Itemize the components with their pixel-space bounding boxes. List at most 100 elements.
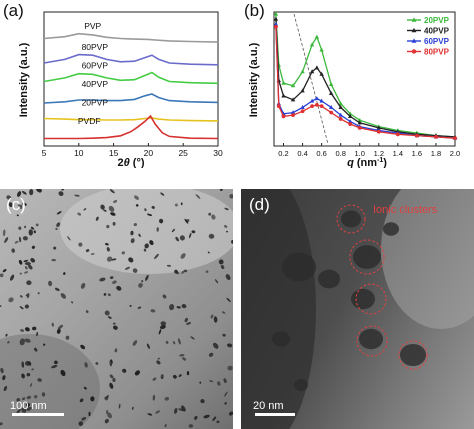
chart-a-frame xyxy=(43,11,219,147)
nanoparticle xyxy=(221,311,226,314)
nanoparticle xyxy=(109,374,114,379)
saxs-point-20pvp xyxy=(300,69,305,74)
nanoparticle xyxy=(55,227,58,231)
nanoparticle xyxy=(160,192,165,196)
nanoparticle xyxy=(106,247,110,252)
nanoparticle xyxy=(166,264,171,267)
saxs-point-20pvp xyxy=(338,101,343,106)
nanoparticle xyxy=(118,403,121,409)
legend-marker-60pvp xyxy=(411,38,417,43)
xrd-label-pvp: PVP xyxy=(84,21,101,31)
nanoparticle xyxy=(19,306,24,310)
nanoparticle xyxy=(83,386,87,390)
nanoparticle xyxy=(144,208,147,212)
nanoparticle xyxy=(223,378,227,384)
nanoparticle xyxy=(2,229,6,237)
nanoparticle xyxy=(100,204,105,210)
nanoparticle xyxy=(159,324,166,330)
nanoparticle xyxy=(154,253,159,260)
nanoparticle xyxy=(36,331,39,337)
saxs-point-20pvp xyxy=(357,117,362,122)
nanoparticle xyxy=(130,230,134,236)
nanoparticle xyxy=(138,233,141,237)
nanoparticle xyxy=(79,398,84,403)
nanoparticle xyxy=(55,287,60,292)
chart-b-xtick-label: 0.4 xyxy=(297,149,307,158)
nanoparticle xyxy=(35,223,39,227)
nanoparticle xyxy=(20,329,25,332)
nanoparticle xyxy=(171,228,175,233)
saxs-point-40pvp xyxy=(338,105,343,110)
saxs-chart: 0.2 0.4 0.6 0.8 1.0 1.2 1.4 1.6 1.8 2.0 20PVP 40PV… xyxy=(248,11,460,168)
nanoparticle xyxy=(195,194,201,199)
nanoparticle xyxy=(214,279,219,284)
nanoparticle xyxy=(210,314,214,319)
saxs-point-80pvp xyxy=(453,136,457,141)
chart-b-xtick-label: 0.8 xyxy=(335,149,345,158)
nanoparticle xyxy=(63,272,66,275)
nanoparticle xyxy=(80,282,86,289)
cluster-blob xyxy=(400,343,426,367)
chart-a-xtick-label: 5 xyxy=(42,148,47,158)
legend-marker-40pvp xyxy=(411,27,417,33)
nanoparticle xyxy=(112,325,118,330)
nanoparticle xyxy=(176,306,181,309)
tem-d-particles xyxy=(241,189,474,429)
nanoparticle xyxy=(107,293,111,297)
saxs-point-80pvp xyxy=(310,104,315,109)
nanoparticle xyxy=(164,423,167,428)
nanoparticle xyxy=(56,222,61,227)
nanoparticle xyxy=(180,253,186,259)
nanoparticle xyxy=(173,407,178,414)
nanoparticle xyxy=(74,194,80,197)
saxs-point-40pvp xyxy=(290,97,296,102)
nanoparticle xyxy=(9,274,15,281)
nanoparticle xyxy=(60,293,66,299)
nanoparticle xyxy=(24,266,28,270)
nanoparticle xyxy=(212,416,217,421)
nanoparticle xyxy=(145,274,149,281)
nanoparticle xyxy=(110,212,116,216)
nanoparticle xyxy=(207,251,210,254)
chart-a-xtick-label: 15 xyxy=(109,148,119,158)
nanoparticle xyxy=(181,303,187,309)
nanoparticle xyxy=(30,383,33,387)
panel-c-label: (c) xyxy=(6,195,26,214)
chart-b-xlabel-close: ) xyxy=(383,157,387,168)
saxs-point-80pvp xyxy=(291,113,295,118)
nanoparticle xyxy=(111,258,117,261)
nanoparticle xyxy=(199,381,202,384)
nanoparticle xyxy=(188,424,194,428)
nanoparticle xyxy=(190,336,195,340)
cluster-highlight-circle xyxy=(398,340,428,370)
chart-a-xlabel-prefix: 2 xyxy=(117,157,123,168)
nanoparticle xyxy=(17,191,22,197)
nanoparticle xyxy=(84,362,88,368)
nanoparticle xyxy=(147,413,153,416)
nanoparticle xyxy=(160,374,164,380)
saxs-point-60pvp xyxy=(300,105,305,110)
saxs-point-40pvp xyxy=(273,16,279,21)
nanoparticle xyxy=(58,191,64,196)
nanoparticle xyxy=(208,233,215,239)
nanoparticle xyxy=(112,221,116,226)
nanoparticle xyxy=(174,203,178,207)
nanoparticle xyxy=(211,214,216,220)
nanoparticle xyxy=(83,208,87,211)
saxs-point-60pvp xyxy=(309,98,315,103)
nanoparticle xyxy=(41,392,46,397)
nanoparticle xyxy=(78,421,84,426)
nanoparticle xyxy=(194,415,198,420)
chart-b-ylabel: Intensity (a.u.) xyxy=(248,42,260,117)
nanoparticle xyxy=(224,391,228,397)
panel-b-label: (b) xyxy=(244,1,265,20)
nanoparticle xyxy=(200,399,205,404)
nanoparticle xyxy=(24,338,31,343)
nanoparticle xyxy=(152,377,157,381)
nanoparticle xyxy=(141,280,144,283)
nanoparticle xyxy=(227,365,233,371)
nanoparticle xyxy=(31,245,35,249)
tem-image-d: (d) Ionic clusters 20 nm xyxy=(241,189,474,429)
tem-d-dark-region xyxy=(241,189,316,429)
